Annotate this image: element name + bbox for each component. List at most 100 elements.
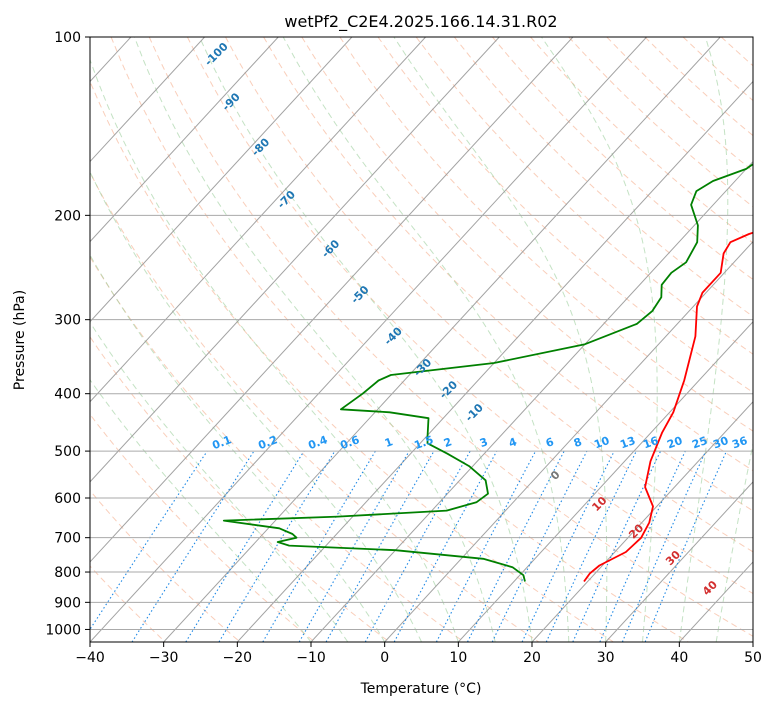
x-tick-label: −10 xyxy=(296,650,326,666)
x-axis-ticks: −40 −30 −20 −10 0 10 20 30 40 50 xyxy=(75,642,762,666)
isotherm xyxy=(90,37,500,483)
dry-adiabat xyxy=(186,37,753,595)
mixing-ratio-label: 0.1 xyxy=(210,433,233,452)
x-axis-label: Temperature (°C) xyxy=(360,681,482,697)
mixing-ratio-line xyxy=(218,450,336,642)
isotherm xyxy=(90,37,205,163)
moist-adiabat xyxy=(90,321,349,642)
y-tick-label: 900 xyxy=(54,595,81,611)
isotherm xyxy=(90,37,426,403)
moist-adiabat xyxy=(715,441,753,642)
mixing-ratio-label: 20 xyxy=(665,434,684,452)
mixing-ratio-label: 6 xyxy=(544,435,556,450)
mixing-ratio-line xyxy=(90,450,208,631)
x-tick-label: 10 xyxy=(449,650,467,666)
plot-area: -100-90-80-70-60-50-40-30-20-10010203040… xyxy=(90,37,753,642)
isotherm xyxy=(384,240,753,642)
dry-adiabat xyxy=(90,413,316,642)
moist-adiabat xyxy=(90,170,422,642)
moist-adiabat xyxy=(282,37,570,642)
dry-adiabat xyxy=(415,37,753,355)
isotherm xyxy=(605,481,753,642)
x-tick-label: 30 xyxy=(597,650,615,666)
x-tick-label: 0 xyxy=(380,650,389,666)
x-tick-label: 40 xyxy=(670,650,688,666)
isotherm xyxy=(457,320,753,642)
mixing-ratio-line xyxy=(621,450,707,642)
mixing-ratio-line xyxy=(644,450,728,642)
mixing-ratio-label: 0.6 xyxy=(338,433,361,452)
mixing-ratio-label: 2 xyxy=(442,435,454,450)
y-tick-label: 500 xyxy=(54,444,81,460)
isotherm xyxy=(90,37,353,323)
y-axis-label: Pressure (hPa) xyxy=(12,290,28,390)
moist-adiabat xyxy=(199,37,533,642)
y-tick-label: 600 xyxy=(54,491,81,507)
moist-adiabat xyxy=(678,37,729,642)
mixing-ratio-line xyxy=(185,450,305,642)
mixing-ratio-label: 3 xyxy=(478,435,490,450)
isotherm xyxy=(531,401,753,642)
isotherm xyxy=(90,37,647,642)
isotherm xyxy=(163,37,721,642)
mixing-ratio-line xyxy=(491,450,588,642)
x-tick-label: −20 xyxy=(223,650,253,666)
y-tick-label: 1000 xyxy=(45,622,81,638)
mixing-ratio-line xyxy=(393,450,498,642)
isotherm xyxy=(236,80,753,642)
dry-adiabat xyxy=(90,80,614,642)
moist-adiabat xyxy=(90,254,386,642)
y-tick-label: 700 xyxy=(54,531,81,547)
moist-adiabat xyxy=(90,58,459,642)
dry-adiabat xyxy=(453,37,753,318)
mixing-ratio-label: 4 xyxy=(507,435,519,450)
dry-adiabats xyxy=(90,37,753,642)
mixing-ratio-label: 8 xyxy=(572,435,584,450)
moist-adiabat xyxy=(541,37,658,642)
isotherms xyxy=(90,37,753,642)
mixing-ratio-line xyxy=(131,450,255,642)
mixing-ratio-labels: 0.1 0.2 0.4 0.6 1 1.5 2 3 4 6 8 10 13 16 20 25 30 36 xyxy=(210,433,749,452)
x-tick-label: −30 xyxy=(149,650,179,666)
mixing-ratio-lines xyxy=(90,450,728,642)
mixing-ratio-line xyxy=(599,450,686,642)
profile-line xyxy=(583,231,753,583)
isotherm xyxy=(90,37,279,243)
y-tick-label: 800 xyxy=(54,565,81,581)
mixing-ratio-label: 10 xyxy=(592,434,611,452)
moist-adiabat xyxy=(133,37,496,642)
mixing-ratio-label: 16 xyxy=(641,434,660,452)
moist-adiabat xyxy=(393,37,608,642)
isotherm xyxy=(310,160,753,642)
y-tick-label: 200 xyxy=(54,208,81,224)
mixing-ratio-line xyxy=(325,450,435,642)
chart-title: wetPf2_C2E4.2025.166.14.31.R02 xyxy=(284,12,557,32)
dry-adiabat xyxy=(377,37,753,394)
dry-adiabat xyxy=(90,335,390,642)
dry-adiabat xyxy=(263,37,753,512)
mixing-ratio-label: 1 xyxy=(383,435,395,450)
y-axis-ticks: 100 200 300 400 500 600 700 800 900 1000 xyxy=(45,30,90,638)
plot-frame xyxy=(89,36,754,643)
dry-adiabat xyxy=(110,37,689,642)
y-tick-label: 100 xyxy=(54,30,81,46)
x-tick-label: 20 xyxy=(523,650,541,666)
dry-adiabat xyxy=(90,565,166,642)
x-tick-label: 50 xyxy=(744,650,762,666)
isotherm xyxy=(90,37,574,563)
mixing-ratio-label: 30 xyxy=(711,434,730,452)
x-tick-label: −40 xyxy=(75,650,105,666)
mixing-ratio-label: 25 xyxy=(690,434,709,451)
y-tick-label: 300 xyxy=(54,313,81,329)
profiles xyxy=(222,163,753,583)
dry-adiabat xyxy=(90,171,540,642)
mixing-ratio-label: 0.2 xyxy=(256,433,279,452)
mixing-ratio-label: 36 xyxy=(730,434,749,452)
mixing-ratio-line xyxy=(364,450,471,642)
dry-adiabat xyxy=(225,37,753,553)
profile-line xyxy=(222,163,753,582)
mixing-ratio-label: 13 xyxy=(618,434,637,451)
mixing-ratio-line xyxy=(467,450,565,642)
